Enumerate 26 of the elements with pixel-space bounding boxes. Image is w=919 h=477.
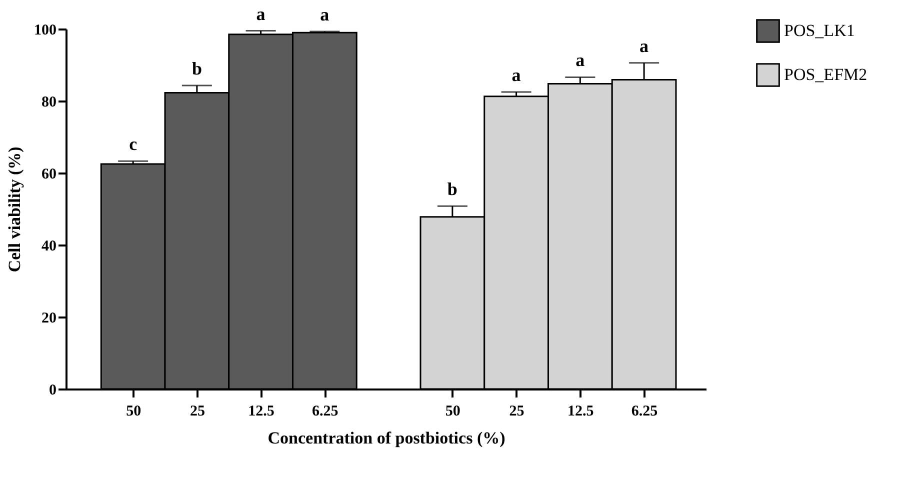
x-tick-label: 6.25 xyxy=(312,404,338,420)
data-label: c xyxy=(129,134,138,154)
data-label: a xyxy=(256,4,266,24)
x-tick-label: 25 xyxy=(190,404,205,420)
y-tick-label: 100 xyxy=(34,22,56,38)
y-tick-label: 40 xyxy=(42,238,56,254)
y-tick-label: 0 xyxy=(49,382,56,398)
x-tick-label: 12.5 xyxy=(568,404,594,420)
y-tick-label: 20 xyxy=(42,310,56,326)
data-label: a xyxy=(512,65,521,85)
y-tick-label: 80 xyxy=(42,94,56,110)
x-axis-title: Concentration of postbiotics (%) xyxy=(268,428,506,448)
y-axis-title: Cell viability (%) xyxy=(5,146,24,272)
data-label: a xyxy=(640,36,649,56)
x-tick-label: 50 xyxy=(126,404,142,420)
data-label: a xyxy=(576,50,585,70)
y-tick-label: 60 xyxy=(42,166,56,182)
legend-label: POS_EFM2 xyxy=(784,65,868,84)
data-label: a xyxy=(320,4,330,25)
data-label: b xyxy=(192,58,202,79)
x-tick-label: 25 xyxy=(509,404,524,420)
legend-label: POS_LK1 xyxy=(784,21,855,40)
x-tick-label: 12.5 xyxy=(248,404,274,420)
x-tick-label: 6.25 xyxy=(631,404,658,420)
x-tick-label: 50 xyxy=(445,404,460,420)
data-label: b xyxy=(447,179,458,200)
